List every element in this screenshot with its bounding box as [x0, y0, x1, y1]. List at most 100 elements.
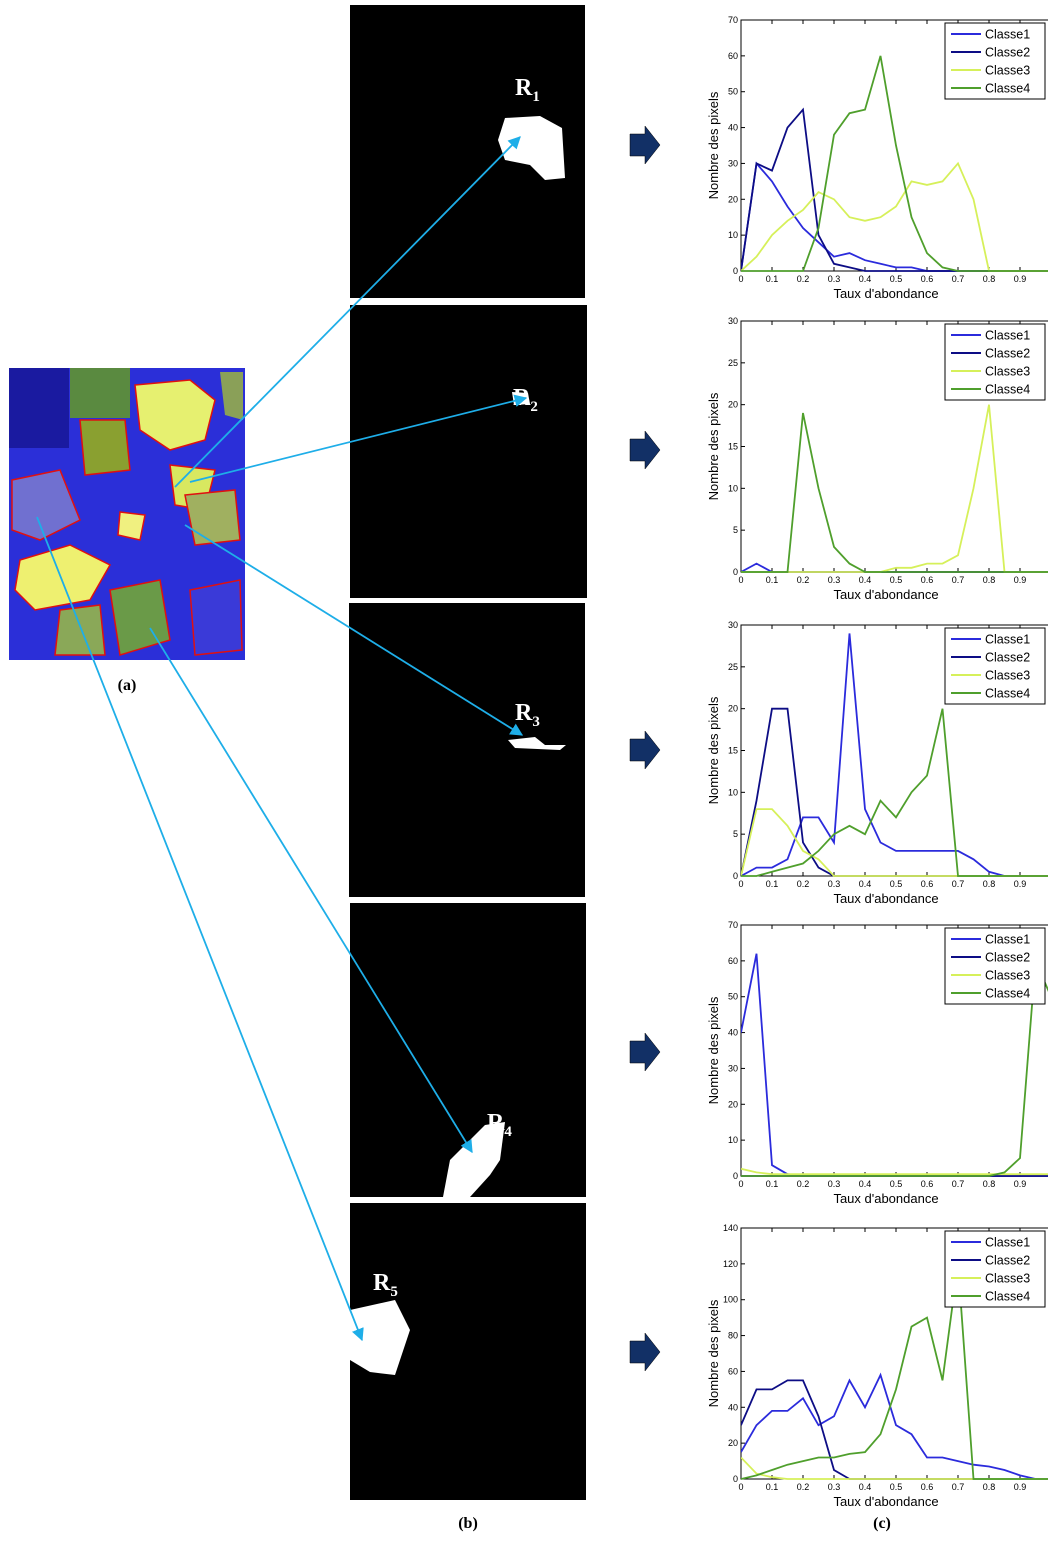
x-tick-label: 0.1 — [766, 1482, 779, 1492]
x-tick-label: 0.3 — [828, 879, 841, 889]
y-tick-label: 20 — [728, 1438, 738, 1448]
x-tick-label: 0.7 — [952, 575, 965, 585]
x-tick-label: 0.4 — [859, 575, 872, 585]
panel-label: (b) — [458, 1515, 478, 1532]
y-axis-label: Nombre des pixels — [706, 392, 721, 500]
x-tick-label: 0.4 — [859, 879, 872, 889]
panel-label: (a) — [118, 677, 137, 694]
y-tick-label: 30 — [728, 1063, 738, 1073]
x-tick-label: 0 — [738, 575, 743, 585]
legend-box — [944, 323, 1046, 401]
x-tick-label: 0.4 — [859, 1482, 872, 1492]
y-tick-label: 140 — [723, 1223, 738, 1233]
y-tick-label: 80 — [728, 1331, 738, 1341]
y-tick-label: 0 — [733, 871, 738, 881]
x-tick-label: 0 — [738, 1482, 743, 1492]
legend-label: Classe1 — [985, 933, 1030, 947]
legend-label: Classe2 — [985, 1254, 1030, 1268]
x-axis-label: Taux d'abondance — [833, 1191, 938, 1206]
x-tick-label: 0.2 — [797, 274, 810, 284]
y-tick-label: 10 — [728, 230, 738, 240]
x-tick-label: 0.8 — [983, 1179, 996, 1189]
x-tick-label: 0.3 — [828, 1482, 841, 1492]
series-line — [741, 55, 1048, 272]
y-tick-label: 100 — [723, 1295, 738, 1305]
y-tick-label: 50 — [728, 87, 738, 97]
y-axis-label: Nombre des pixels — [706, 91, 721, 199]
legend-box — [944, 927, 1046, 1005]
legend-label: Classe1 — [985, 633, 1030, 647]
y-tick-label: 15 — [728, 746, 738, 756]
y-tick-label: 30 — [728, 158, 738, 168]
x-tick-label: 0.8 — [983, 879, 996, 889]
y-tick-label: 15 — [728, 442, 738, 452]
legend-box — [944, 1230, 1046, 1308]
legend-label: Classe4 — [985, 687, 1030, 701]
x-tick-label: 0.2 — [797, 575, 810, 585]
region-letter: R — [515, 75, 533, 101]
x-tick-label: 0.4 — [859, 1179, 872, 1189]
chart: 0 20 40 60 80 100 120 140 0 0.1 0.2 0.3 0.4 0.5 0.6 0.7… — [706, 1223, 1048, 1509]
x-tick-label: 0.6 — [921, 879, 934, 889]
x-axis-label: Taux d'abondance — [833, 891, 938, 906]
series-line — [741, 633, 1048, 877]
y-axis-label: Nombre des pixels — [706, 696, 721, 804]
y-tick-label: 0 — [733, 1474, 738, 1484]
panel-label: (c) — [873, 1515, 891, 1532]
flow-arrows — [629, 125, 661, 1372]
x-tick-label: 0.8 — [983, 274, 996, 284]
x-tick-label: 0.7 — [952, 274, 965, 284]
y-tick-label: 30 — [728, 620, 738, 630]
y-tick-label: 10 — [728, 787, 738, 797]
y-tick-label: 20 — [728, 400, 738, 410]
series-line — [741, 708, 1048, 877]
chart: 0 10 20 30 40 50 60 70 0 0.1 0.2 0.3 0.4 0.5 0.6 0.7 0.8… — [706, 920, 1048, 1206]
y-axis-label: Nombre des pixels — [706, 1299, 721, 1407]
x-tick-label: 0.3 — [828, 274, 841, 284]
x-tick-label: 0.5 — [890, 274, 903, 284]
legend-label: Classe4 — [985, 1290, 1030, 1304]
y-tick-label: 20 — [728, 1099, 738, 1109]
y-tick-label: 20 — [728, 194, 738, 204]
legend-label: Classe4 — [985, 383, 1030, 397]
y-tick-label: 10 — [728, 483, 738, 493]
y-axis-label: Nombre des pixels — [706, 996, 721, 1104]
y-tick-label: 25 — [728, 358, 738, 368]
x-tick-label: 0.1 — [766, 575, 779, 585]
legend-label: Classe2 — [985, 951, 1030, 965]
y-tick-label: 20 — [728, 704, 738, 714]
chart: 0 5 10 15 20 25 30 0 0.1 0.2 0.3 0.4 0.5 0.6 0.7 0.8 0.9… — [706, 620, 1048, 906]
x-tick-label: 0.9 — [1014, 1179, 1027, 1189]
x-tick-label: 0.9 — [1014, 1482, 1027, 1492]
x-tick-label: 0.5 — [890, 1179, 903, 1189]
series-line — [741, 107, 1048, 272]
region-subscript: 3 — [532, 714, 540, 730]
y-tick-label: 30 — [728, 316, 738, 326]
legend-box — [944, 22, 1046, 100]
legend-label: Classe3 — [985, 1272, 1030, 1286]
x-tick-label: 0 — [738, 274, 743, 284]
x-tick-label: 0.3 — [828, 1179, 841, 1189]
legend-label: Classe1 — [985, 1236, 1030, 1250]
x-tick-label: 0.8 — [983, 575, 996, 585]
y-tick-label: 40 — [728, 1402, 738, 1412]
legend-label: Classe3 — [985, 64, 1030, 78]
region-label: R3 — [515, 700, 540, 730]
y-tick-label: 10 — [728, 1135, 738, 1145]
series-line — [741, 1263, 1048, 1480]
region-label: R5 — [373, 1270, 398, 1300]
x-tick-label: 0.7 — [952, 1482, 965, 1492]
region-letter: R — [515, 700, 533, 726]
legend-label: Classe3 — [985, 365, 1030, 379]
region-subscript: 5 — [390, 1284, 398, 1300]
y-tick-label: 40 — [728, 1028, 738, 1038]
y-tick-label: 70 — [728, 15, 738, 25]
x-tick-label: 0.2 — [797, 1482, 810, 1492]
region-subscript: 1 — [532, 89, 540, 105]
region-label: R4 — [487, 1110, 512, 1140]
series-line — [741, 1456, 1048, 1480]
x-tick-label: 0.9 — [1014, 274, 1027, 284]
legend-label: Classe2 — [985, 347, 1030, 361]
